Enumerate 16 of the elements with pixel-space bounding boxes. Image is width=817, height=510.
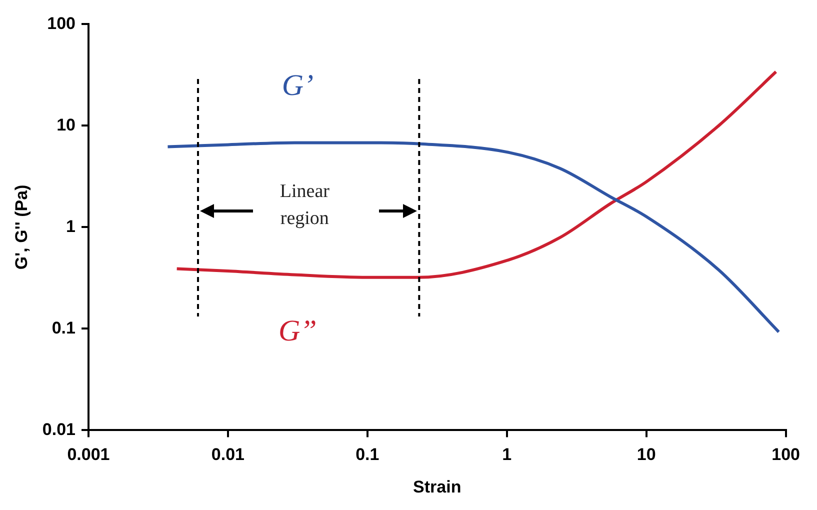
- series-label: G”: [278, 314, 317, 348]
- y-tick-label: 0.1: [52, 318, 76, 338]
- x-tick-label: 10: [636, 445, 656, 464]
- y-tick-label: 0.01: [42, 420, 76, 439]
- y-tick-label: 1: [66, 216, 76, 236]
- annotation: Linear region: [280, 180, 330, 229]
- x-tick-label: 100: [772, 445, 800, 464]
- y-axis-title: G', G'' (Pa): [12, 184, 31, 270]
- y-tick-label: 100: [47, 14, 76, 33]
- x-tick-label: 0.01: [211, 445, 244, 464]
- series-label: G’: [282, 69, 314, 102]
- x-axis-title: Strain: [413, 477, 462, 496]
- y-tick-label: 10: [56, 115, 76, 134]
- x-tick-label: 0.001: [67, 445, 110, 464]
- x-tick-label: 0.1: [356, 445, 380, 464]
- x-tick-label: 1: [502, 445, 512, 464]
